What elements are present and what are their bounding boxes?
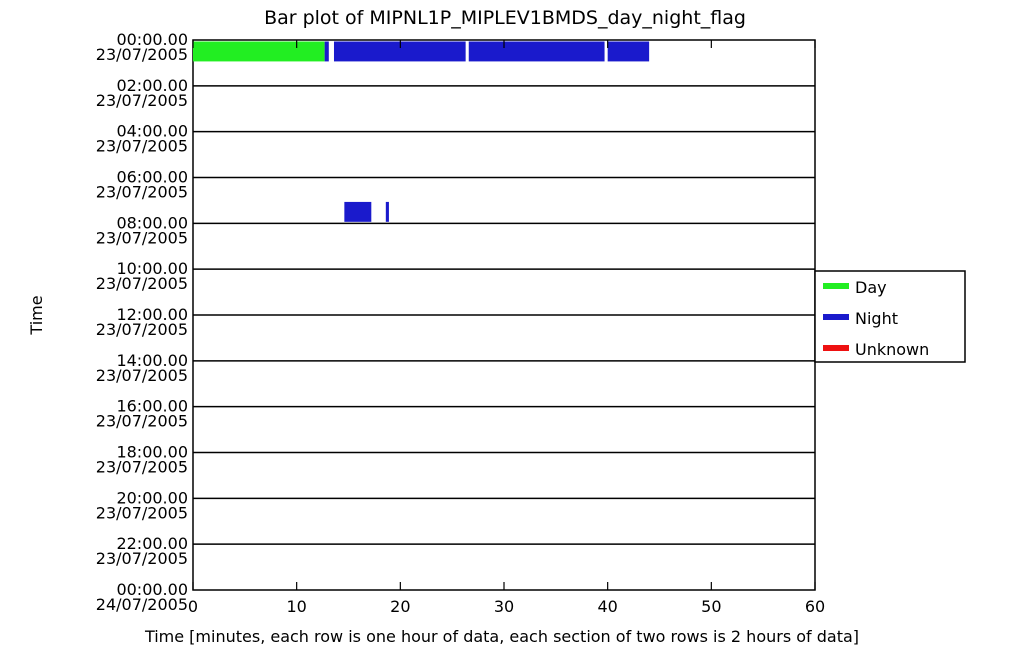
x-tick-label: 40	[597, 597, 617, 616]
x-axis-label: Time [minutes, each row is one hour of d…	[144, 627, 859, 646]
legend: Day Night Unknown	[814, 270, 966, 363]
y-tick-date: 23/07/2005	[96, 320, 188, 339]
y-tick-time: 14:00.00	[116, 351, 188, 370]
y-tick-date: 23/07/2005	[96, 91, 188, 110]
legend-label-night: Night	[855, 309, 898, 328]
y-tick-time: 00:00.00	[116, 580, 188, 599]
y-axis-label: Time	[27, 295, 46, 335]
gridlines	[193, 85, 815, 545]
y-tick-date: 23/07/2005	[96, 458, 188, 477]
x-tick-label: 0	[188, 597, 198, 616]
x-tick-labels: 0 10 20 30 40 50 60	[188, 40, 825, 616]
y-tick-time: 10:00.00	[116, 259, 188, 278]
legend-label-unknown: Unknown	[855, 340, 929, 359]
y-tick-time: 22:00.00	[116, 534, 188, 553]
bar-segment-night	[607, 41, 650, 62]
y-tick-date: 23/07/2005	[96, 137, 188, 156]
y-tick-date: 23/07/2005	[96, 45, 188, 64]
legend-swatch-unknown	[823, 345, 849, 351]
legend-swatch-day	[823, 283, 849, 289]
x-tick-label: 10	[286, 597, 306, 616]
y-tick-time: 08:00.00	[116, 213, 188, 232]
y-tick-time: 02:00.00	[116, 76, 188, 95]
y-tick-date: 23/07/2005	[96, 549, 188, 568]
x-tick-label: 30	[494, 597, 514, 616]
y-tick-date: 23/07/2005	[96, 366, 188, 385]
y-tick-date: 23/07/2005	[96, 503, 188, 522]
chart-title: Bar plot of MIPNL1P_MIPLEV1BMDS_day_nigh…	[264, 7, 746, 29]
x-tick-label: 60	[805, 597, 825, 616]
y-tick-time: 16:00.00	[116, 397, 188, 416]
y-tick-time: 20:00.00	[116, 488, 188, 507]
bar-segment-night	[385, 201, 389, 222]
y-tick-time: 04:00.00	[116, 122, 188, 141]
y-tick-time: 18:00.00	[116, 443, 188, 462]
y-tick-date: 24/07/2005	[96, 595, 188, 614]
legend-swatch-night	[823, 314, 849, 320]
bars	[193, 41, 650, 222]
y-tick-date: 23/07/2005	[96, 274, 188, 293]
y-tick-date: 23/07/2005	[96, 183, 188, 202]
x-tick-label: 20	[390, 597, 410, 616]
y-tick-time: 00:00.00	[116, 30, 188, 49]
y-tick-time: 12:00.00	[116, 305, 188, 324]
y-tick-date: 23/07/2005	[96, 412, 188, 431]
x-tick-label: 50	[701, 597, 721, 616]
legend-label-day: Day	[855, 278, 887, 297]
bar-segment-night	[344, 201, 372, 222]
y-tick-labels: 00:00.0023/07/200502:00.0023/07/200504:0…	[96, 30, 188, 614]
bar-segment-night	[468, 41, 605, 62]
bar-segment-day	[193, 41, 325, 62]
bar-segment-night	[333, 41, 466, 62]
bar-segment-night	[324, 41, 329, 62]
y-tick-time: 06:00.00	[116, 168, 188, 187]
y-tick-date: 23/07/2005	[96, 228, 188, 247]
